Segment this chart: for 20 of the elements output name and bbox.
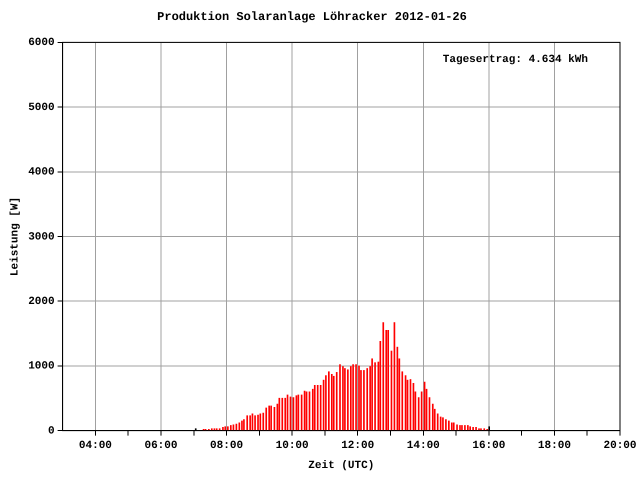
x-tick-label: 04:00 <box>78 440 112 452</box>
x-tick-label: 14:00 <box>406 440 440 452</box>
x-tick-label: 12:00 <box>341 440 374 452</box>
y-tick-label: 5000 <box>28 102 55 114</box>
annotation: Tagesertrag: 4.634 kWh <box>442 54 588 66</box>
y-tick-label: 1000 <box>28 360 55 373</box>
y-tick-label: 0 <box>48 425 55 438</box>
x-axis-title: Zeit (UTC) <box>308 460 374 472</box>
y-tick-label: 6000 <box>28 37 55 50</box>
y-tick-label: 2000 <box>28 296 55 308</box>
x-tick-label: 20:00 <box>603 440 637 452</box>
x-tick-label: 08:00 <box>210 440 244 452</box>
x-tick-label: 16:00 <box>472 440 506 452</box>
y-axis-title: Leistung [W] <box>9 196 22 276</box>
x-tick-label: 06:00 <box>144 440 178 452</box>
y-tick-label: 3000 <box>28 231 55 244</box>
y-tick-label: 4000 <box>28 166 55 179</box>
x-tick-label: 18:00 <box>538 440 571 452</box>
x-tick-label: 10:00 <box>276 440 309 452</box>
chart-title: Produktion Solaranlage Löhracker 2012-01-26 <box>157 10 467 24</box>
